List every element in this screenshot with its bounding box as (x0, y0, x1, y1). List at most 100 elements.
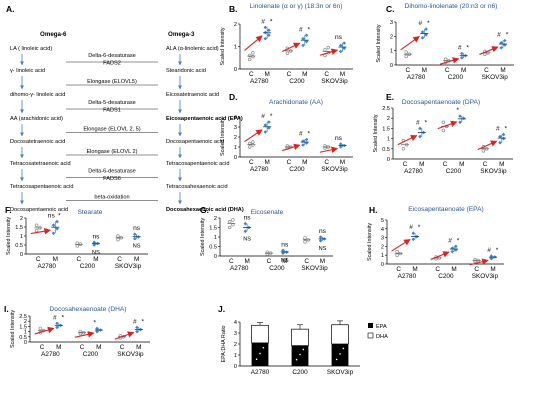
treated-point (498, 134, 502, 139)
bar-dot (299, 353, 301, 356)
y-tick-label: 1 (234, 145, 237, 151)
x-tick-label: C (403, 161, 408, 168)
group-label: SKOV3ip (321, 166, 348, 173)
x-tick-label: C (36, 256, 41, 263)
panel-label: E. (386, 92, 394, 102)
y-tick-label: 4 (234, 320, 237, 326)
significance-mark: # (418, 20, 422, 27)
y-tick-label: 1 (24, 330, 27, 336)
group-label: C200 (438, 273, 454, 280)
y-axis-label: Scaled Intensity (376, 24, 382, 62)
control-point (227, 220, 232, 224)
treated-point (501, 132, 506, 137)
chart-title: Docosapentaenoate (DPA) (402, 99, 480, 106)
control-point (116, 237, 120, 242)
control-point (247, 141, 252, 146)
treated-point (411, 231, 416, 235)
change-arrow (34, 326, 55, 335)
omega6-header: Omega-6 (40, 31, 67, 38)
treated-point (499, 46, 503, 50)
treated-point (458, 114, 462, 118)
y-tick-label: 2 (381, 244, 384, 250)
significance-mark: * (94, 319, 97, 326)
x-tick-label: M (264, 159, 269, 166)
legend-label: DHA (376, 334, 388, 340)
treated-point (418, 126, 422, 131)
control-point (401, 147, 406, 151)
significance-mark: ns (281, 241, 289, 248)
y-axis-label: Scaled Intensity (220, 27, 226, 65)
x-tick-label: M (490, 266, 495, 273)
change-arrow (244, 129, 263, 143)
omega3-item: Tetracosapentaenoic acid (166, 161, 229, 167)
y-tick-label: 1 (381, 253, 384, 259)
group-label: SKOV3ip (482, 74, 509, 81)
control-point (265, 250, 270, 254)
chart-title: Dihomo-linolenate (20:n3 or n6) (405, 3, 498, 10)
treated-point (267, 33, 271, 38)
significance-mark: * (58, 213, 61, 220)
y-tick-label: 2.5 (19, 314, 27, 320)
omega3-list: ALA (α-linolenic acid) Stearidonic acid Ei… (166, 46, 244, 213)
y-tick-label: 5 (381, 218, 384, 224)
x-tick-label: M (419, 161, 424, 168)
x-tick-label: C (396, 266, 401, 273)
chart-title: Eicosenate (251, 209, 284, 216)
control-point (34, 223, 39, 227)
treated-point (263, 130, 268, 134)
x-tick-label: C (435, 266, 440, 273)
significance-mark: * (307, 26, 310, 33)
significance-mark: * (466, 45, 469, 52)
chart-title: Docosahexaenoate (DHA) (50, 306, 127, 313)
treated-point (135, 325, 139, 330)
omega6-item: LA ( linoleic acid) (10, 46, 52, 52)
treated-point (301, 43, 305, 48)
change-arrow (391, 238, 411, 252)
treated-point (51, 223, 56, 227)
treated-point (267, 28, 271, 33)
y-tick-label: 4 (381, 227, 384, 233)
x-tick-label: M (500, 67, 505, 74)
panel-label: F. (5, 205, 12, 215)
bar-dot (259, 352, 261, 355)
control-point (251, 140, 255, 144)
x-tick-label: C (287, 159, 292, 166)
significance-mark: NS (319, 246, 327, 252)
y-tick-label: 0 (381, 262, 384, 268)
change-arrow (114, 331, 135, 340)
change-arrow (282, 143, 301, 152)
change-arrow (74, 331, 95, 338)
bar-dot (262, 346, 265, 349)
y-tick-label: 0 (234, 155, 237, 161)
group-label: A2780 (230, 265, 249, 272)
significance-mark: # (497, 32, 501, 39)
y-tick-label: 0 (20, 252, 23, 258)
panel-label: B. (229, 4, 238, 14)
x-tick-label: C200 (292, 369, 308, 376)
x-tick-label: M (302, 159, 307, 166)
significance-mark: * (62, 314, 65, 321)
control-point (323, 48, 327, 52)
x-tick-label: C (40, 344, 45, 351)
change-arrow (479, 46, 499, 55)
x-tick-label: M (53, 256, 58, 263)
y-tick-label: 0.5 (19, 335, 27, 341)
treated-point (424, 27, 428, 31)
y-axis-label: Scaled Intensity (373, 114, 379, 152)
bar-dot (335, 358, 338, 361)
treated-point (301, 36, 305, 41)
significance-mark: ns (92, 233, 100, 240)
treated-point (281, 248, 285, 253)
significance-mark: ns (133, 225, 141, 232)
control-point (251, 51, 255, 55)
chart-title: Arachidonate (AA) (269, 99, 323, 106)
omega6-item: AA (arachidonic acid) (10, 116, 63, 122)
enzyme-label: FADS2 (103, 61, 121, 67)
significance-mark: # (53, 314, 57, 321)
treated-point (243, 229, 248, 234)
x-tick-label: M (340, 71, 345, 78)
legend-swatch-epa (368, 323, 373, 328)
x-tick-label: M (264, 71, 269, 78)
enzyme-label: Elongase (ELOVL 2) (86, 149, 137, 155)
